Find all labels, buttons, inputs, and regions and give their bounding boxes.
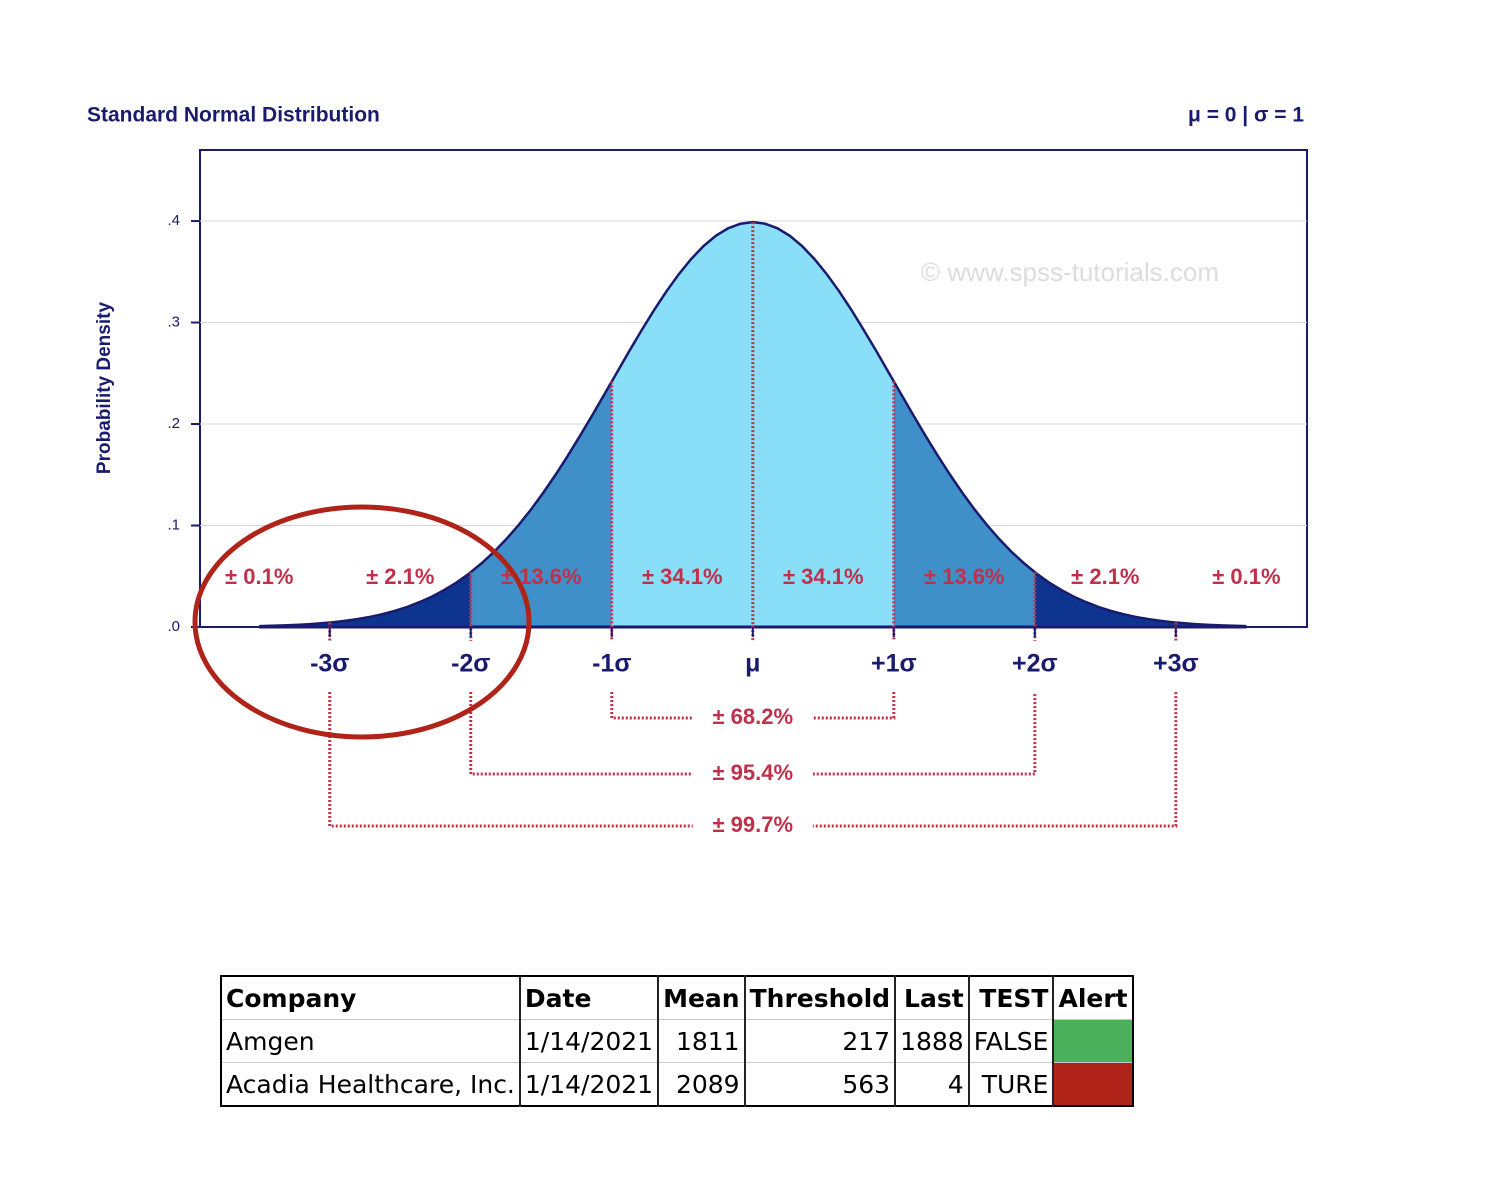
y-axis-label: Probability Density bbox=[94, 302, 115, 475]
table-cell: 2089 bbox=[657, 1062, 746, 1107]
table-header: Company Date Mean Threshold Last TEST Alert bbox=[220, 975, 1134, 1020]
region-label: ± 34.1% bbox=[783, 564, 864, 589]
band bbox=[1034, 572, 1247, 627]
column-header: TEST bbox=[968, 975, 1055, 1020]
y-tick-label: .0 bbox=[167, 618, 180, 635]
range-label: ± 95.4% bbox=[713, 760, 794, 785]
x-tick-label: -1σ bbox=[592, 650, 631, 678]
range-label: ± 99.7% bbox=[713, 812, 794, 837]
y-tick-label: .4 bbox=[167, 212, 180, 229]
x-tick-label: +2σ bbox=[1012, 650, 1058, 678]
range-label-bg bbox=[692, 702, 813, 734]
x-tick-label: μ bbox=[745, 650, 760, 678]
table-cell: 4 bbox=[894, 1062, 970, 1107]
table-cell: 1/14/2021 bbox=[519, 1019, 660, 1063]
table-cell: TURE bbox=[968, 1062, 1055, 1107]
region-label: ± 2.1% bbox=[1071, 564, 1139, 589]
range-label: ± 68.2% bbox=[713, 704, 794, 729]
y-tick-label: .3 bbox=[167, 314, 180, 331]
table-row: Amgen 1/14/2021 1811 217 1888 FALSE bbox=[220, 1019, 1134, 1063]
table-cell: 563 bbox=[744, 1062, 897, 1107]
chart: Standard Normal Distribution μ = 0 | σ =… bbox=[87, 103, 1308, 842]
x-tick-label: -3σ bbox=[310, 650, 349, 678]
table-cell: Acadia Healthcare, Inc. bbox=[220, 1062, 521, 1107]
range-bracket bbox=[610, 692, 896, 720]
highlight-circle bbox=[192, 504, 532, 740]
watermark: © www.spss-tutorials.com bbox=[921, 257, 1219, 287]
column-header: Company bbox=[220, 975, 521, 1020]
region-label: ± 34.1% bbox=[642, 564, 723, 589]
y-tick-label: .1 bbox=[167, 516, 180, 533]
data-table: Company Date Mean Threshold Last TEST Alert Am… bbox=[220, 975, 1134, 1107]
column-header: Last bbox=[894, 975, 970, 1020]
chart-subtitle: μ = 0 | σ = 1 bbox=[1188, 104, 1304, 127]
table-row: Acadia Healthcare, Inc. 1/14/2021 2089 563 4… bbox=[220, 1062, 1134, 1107]
region-label: ± 2.1% bbox=[366, 564, 434, 589]
range-label-bg bbox=[692, 758, 813, 790]
region-label: ± 0.1% bbox=[225, 564, 293, 589]
y-tick-label: .2 bbox=[167, 415, 180, 432]
table-cell: 217 bbox=[744, 1019, 897, 1063]
column-header: Date bbox=[519, 975, 660, 1020]
x-tick-label: +1σ bbox=[871, 650, 917, 678]
table-cell: Amgen bbox=[220, 1019, 521, 1063]
region-label: ± 13.6% bbox=[501, 564, 582, 589]
column-header: Alert bbox=[1052, 975, 1134, 1020]
alert-cell bbox=[1052, 1019, 1134, 1063]
alert-cell bbox=[1052, 1062, 1134, 1107]
band bbox=[611, 222, 894, 627]
range-label-bg bbox=[692, 810, 813, 842]
column-header: Mean bbox=[657, 975, 746, 1020]
table-cell: 1888 bbox=[894, 1019, 970, 1063]
chart-title: Standard Normal Distribution bbox=[87, 104, 380, 127]
band bbox=[259, 572, 471, 627]
column-header: Threshold bbox=[744, 975, 897, 1020]
table-cell: FALSE bbox=[968, 1019, 1055, 1063]
region-label: ± 13.6% bbox=[924, 564, 1005, 589]
table-cell: 1811 bbox=[657, 1019, 746, 1063]
x-tick-label: -2σ bbox=[451, 650, 490, 678]
table-cell: 1/14/2021 bbox=[519, 1062, 660, 1107]
density-curve bbox=[259, 220, 1247, 628]
region-label: ± 0.1% bbox=[1212, 564, 1280, 589]
x-tick-label: +3σ bbox=[1153, 650, 1199, 678]
